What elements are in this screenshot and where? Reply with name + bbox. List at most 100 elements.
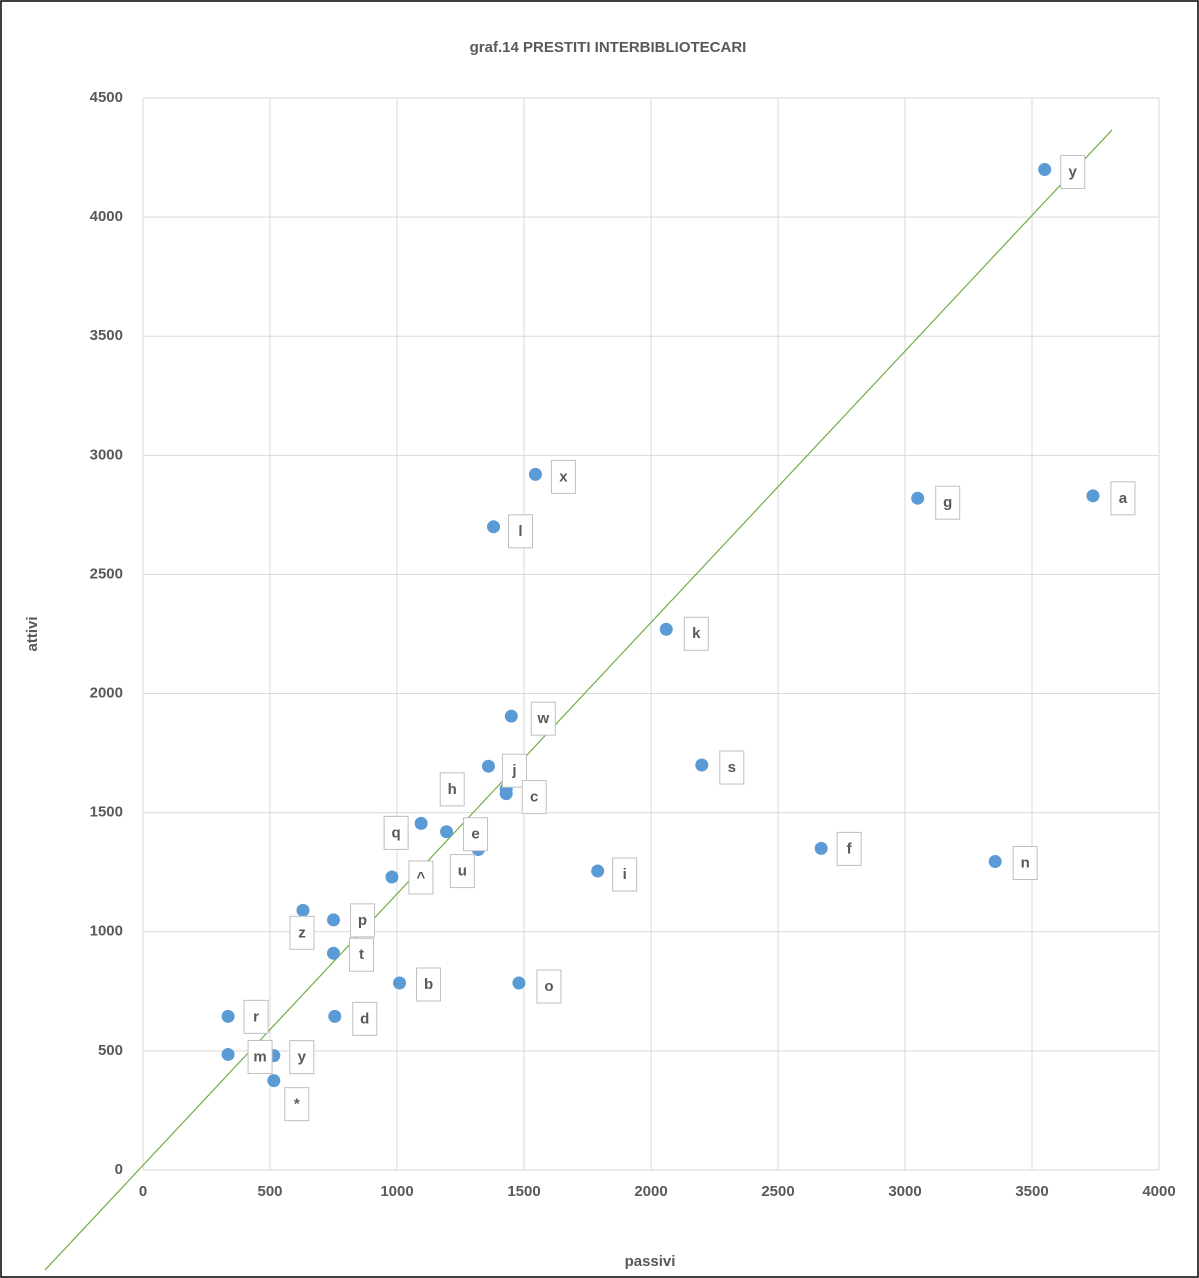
label-box [1060, 154, 1086, 189]
y-tick-label: 3500 [90, 327, 123, 344]
point [814, 841, 828, 855]
point [695, 758, 709, 772]
label-box [836, 831, 862, 866]
point [327, 946, 340, 960]
point [327, 913, 340, 927]
point-label: m [253, 1048, 266, 1065]
label-box [683, 616, 709, 651]
label-box [289, 1040, 315, 1075]
point [267, 1074, 281, 1088]
point-label: f [847, 840, 853, 857]
label-box [352, 1001, 378, 1036]
trendline [44, 129, 1113, 1271]
point-label: k [692, 625, 701, 642]
label-box [1110, 481, 1136, 516]
point-label: i [623, 866, 627, 883]
y-tick-label: 2000 [90, 685, 123, 702]
label-box [508, 514, 534, 549]
label-box [550, 459, 576, 494]
point-label: r [253, 1008, 259, 1025]
point [512, 976, 526, 990]
point-label: z [298, 924, 306, 941]
point-label: h [448, 781, 457, 798]
x-axis-label: passivi [625, 1253, 676, 1270]
y-axis-label: attivi [24, 616, 41, 651]
point [591, 864, 605, 878]
label-box [439, 772, 465, 807]
point-label: s [728, 759, 736, 776]
y-tick-label: 1000 [90, 923, 123, 940]
x-tick-label: 1000 [380, 1183, 413, 1200]
x-tick-label: 1500 [507, 1183, 540, 1200]
point-label: o [544, 978, 553, 995]
point-label: w [536, 710, 549, 727]
point-label: d [360, 1010, 369, 1027]
x-tick-label: 4000 [1142, 1183, 1175, 1200]
point [221, 1047, 235, 1061]
point-label: y [298, 1049, 307, 1066]
label-box [719, 750, 745, 785]
chart-title: graf.14 PRESTITI INTERBIBLIOTECARI [470, 39, 747, 56]
point [393, 976, 407, 990]
point-label: ^ [417, 869, 426, 886]
point-label: a [1119, 490, 1128, 507]
point [499, 787, 513, 801]
y-tick-label: 500 [98, 1042, 123, 1059]
label-box [612, 857, 638, 892]
point-label: l [518, 523, 522, 540]
label-box [416, 967, 442, 1002]
label-box [501, 753, 527, 788]
x-tick-label: 2000 [634, 1183, 667, 1200]
x-tick-label: 3000 [888, 1183, 921, 1200]
label-box [289, 915, 315, 950]
point [487, 520, 501, 534]
label-box [530, 701, 556, 736]
point-label: j [511, 762, 516, 779]
point-label: t [359, 946, 364, 963]
point [1038, 162, 1052, 176]
point-label: e [471, 826, 479, 843]
point [328, 1009, 342, 1023]
point-label: * [294, 1096, 300, 1113]
label-box [935, 485, 961, 520]
label-box [350, 903, 375, 938]
x-tick-label: 2500 [761, 1183, 794, 1200]
label-box [349, 937, 374, 972]
label-box [408, 860, 434, 895]
point [528, 467, 542, 481]
label-box [1012, 846, 1038, 881]
label-box [383, 815, 409, 850]
point-label: p [358, 912, 367, 929]
point [988, 855, 1002, 869]
point-label: c [530, 789, 538, 806]
point-label: g [943, 494, 952, 511]
x-tick-label: 500 [257, 1183, 282, 1200]
y-tick-label: 1500 [90, 804, 123, 821]
point [440, 825, 454, 839]
point-label: n [1021, 854, 1030, 871]
point [481, 759, 495, 773]
point [221, 1009, 235, 1023]
y-tick-label: 2500 [90, 565, 123, 582]
point [1086, 489, 1100, 503]
label-box [521, 780, 547, 815]
x-tick-label: 0 [139, 1183, 147, 1200]
x-tick-label: 3500 [1015, 1183, 1048, 1200]
point [911, 491, 925, 505]
label-box [247, 1039, 273, 1074]
point [659, 622, 673, 636]
point [504, 709, 518, 723]
y-tick-label: 4000 [90, 208, 123, 225]
point-label: x [559, 468, 568, 485]
point-label: q [392, 824, 401, 841]
point-label: u [458, 863, 467, 880]
label-box [284, 1087, 310, 1122]
y-tick-label: 3000 [90, 446, 123, 463]
point-label: b [424, 976, 433, 993]
point-label: y [1069, 163, 1078, 180]
point [296, 903, 310, 917]
y-tick-label: 0 [115, 1161, 123, 1178]
label-box [449, 854, 475, 889]
